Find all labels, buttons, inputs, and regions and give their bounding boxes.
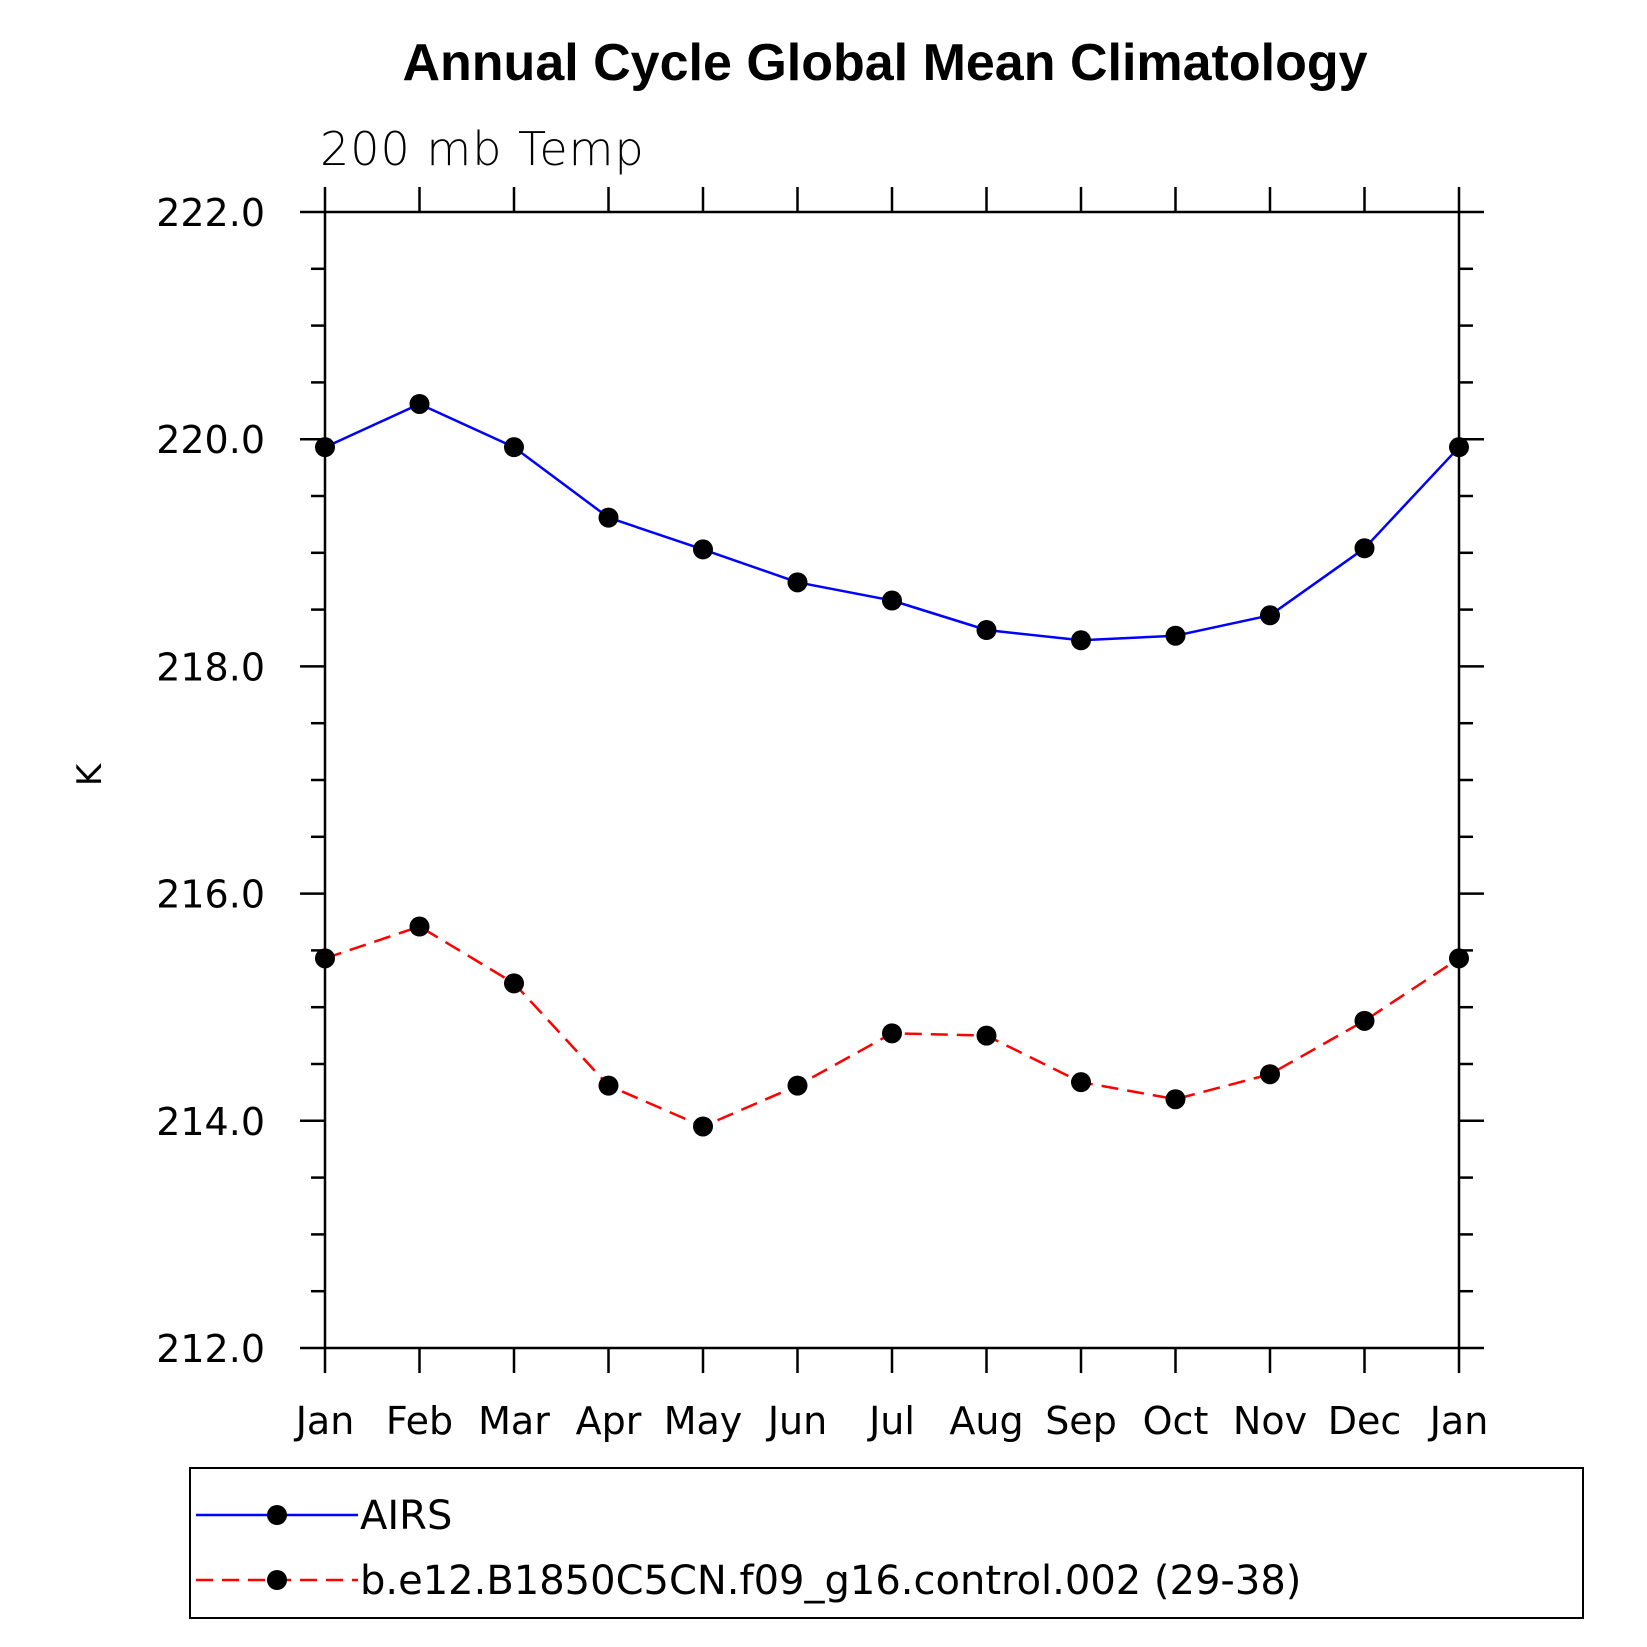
series-0-point	[598, 507, 619, 528]
series-0-point	[315, 437, 335, 458]
series-1-point	[787, 1075, 808, 1096]
series-0-point	[1354, 538, 1375, 559]
x-tick-label: Jan	[1428, 1399, 1489, 1443]
series-0-point	[787, 572, 808, 593]
x-tick-label: Feb	[386, 1399, 453, 1443]
series-1-point	[976, 1025, 997, 1046]
x-tick-label: Oct	[1143, 1399, 1209, 1443]
y-tick-label: 216.0	[156, 873, 265, 917]
chart-subtitle: 200 mb Temp	[320, 122, 645, 176]
x-tick-label: Nov	[1233, 1399, 1307, 1443]
series-1-point	[1354, 1010, 1375, 1031]
chart-title: Annual Cycle Global Mean Climatology	[402, 34, 1367, 92]
series-1-point	[882, 1023, 902, 1044]
series-1-point	[693, 1116, 713, 1137]
series-1-point	[1165, 1089, 1186, 1110]
series-0-point	[882, 590, 902, 611]
series-0-point	[1071, 630, 1091, 651]
legend-label-airs: AIRS	[360, 1493, 452, 1539]
x-tick-label: Mar	[478, 1399, 550, 1443]
series-1-point	[504, 973, 524, 994]
series-0-point	[1165, 625, 1186, 646]
plot-frame	[323, 210, 1461, 1350]
x-tick-label: Dec	[1328, 1399, 1402, 1443]
series-0-point	[1260, 605, 1280, 626]
legend-marker-model	[267, 1570, 287, 1590]
x-tick-label: Jun	[766, 1399, 827, 1443]
legend-box	[189, 1467, 1584, 1619]
series-1-point	[1071, 1072, 1091, 1093]
y-tick-label: 218.0	[156, 645, 265, 689]
x-tick-label: Aug	[949, 1399, 1023, 1443]
legend-label-model: b.e12.B1850C5CN.f09_g16.control.002 (29-…	[360, 1558, 1301, 1604]
y-tick-label: 212.0	[156, 1327, 265, 1371]
series-1-point	[409, 916, 430, 937]
series-0-point	[409, 393, 430, 414]
series-0-point	[504, 437, 524, 458]
legend: AIRS b.e12.B1850C5CN.f09_g16.control.002…	[189, 1467, 1584, 1619]
x-tick-label: Apr	[576, 1399, 642, 1443]
x-tick-label: Jan	[294, 1399, 355, 1443]
series-1-point	[1449, 948, 1469, 969]
x-tick-label: Sep	[1045, 1399, 1117, 1443]
series-0-point	[1449, 437, 1469, 458]
y-axis-label: K	[70, 762, 110, 786]
legend-marker-airs	[267, 1505, 287, 1525]
series-layer	[315, 393, 1469, 1137]
series-1-point	[598, 1075, 619, 1096]
series-0-point	[976, 620, 997, 641]
series-1-point	[315, 948, 335, 969]
x-tick-label: Jul	[867, 1399, 915, 1443]
series-0-point	[693, 539, 713, 560]
x-tick-label: May	[664, 1399, 743, 1443]
plot-area: 212.0 214.0 216.0 218.0 220.0 222.0 Jan Feb Mar A…	[156, 187, 1488, 1443]
series-1-point	[1260, 1064, 1280, 1085]
y-tick-label: 222.0	[156, 191, 265, 235]
y-tick-label: 214.0	[156, 1100, 265, 1144]
y-tick-label: 220.0	[156, 418, 265, 462]
